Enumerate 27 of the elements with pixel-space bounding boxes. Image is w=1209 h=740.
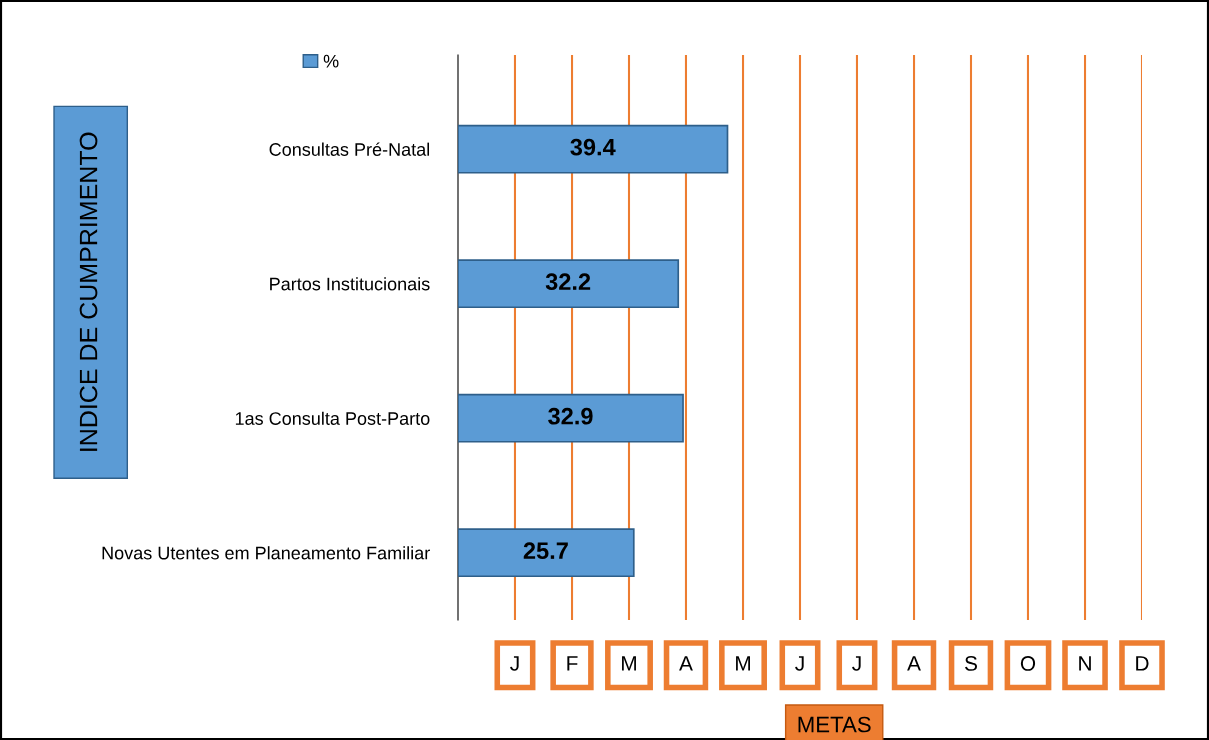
ref-line-label: A	[679, 656, 693, 671]
ref-line-label: N	[1079, 656, 1091, 671]
y-axis-title: INDICE DE CUMPRIMENTO	[79, 132, 98, 451]
data-label: 32.9	[548, 407, 593, 425]
ref-line-label: J	[510, 656, 519, 671]
bar	[458, 528, 635, 578]
legend-label: %	[323, 54, 339, 68]
bar	[458, 124, 729, 174]
data-label: 32.2	[545, 273, 591, 291]
data-label: 39.4	[570, 138, 616, 156]
y-tick-label: Novas Utentes em Planeamento Familiar	[102, 546, 430, 560]
ref-line-label: D	[1136, 656, 1149, 671]
ref-line-label: O	[1020, 656, 1036, 671]
x-axis-title: METAS	[798, 716, 871, 733]
y-tick-label: 1as Consulta Post-Parto	[235, 411, 430, 425]
ref-line-label: S	[965, 656, 977, 671]
ref-line-label: M	[622, 656, 636, 671]
y-tick-label: Partos Institucionais	[270, 277, 430, 291]
ref-line-label: A	[907, 656, 921, 671]
data-label: 25.7	[523, 542, 568, 560]
y-tick-label: Consultas Pré-Natal	[269, 142, 430, 156]
bar	[458, 393, 684, 443]
ref-line-label: J	[852, 656, 861, 671]
ref-line-label: F	[567, 656, 578, 671]
ref-line-label: J	[795, 656, 804, 671]
bar	[458, 259, 680, 309]
ref-line-label: M	[736, 656, 750, 671]
